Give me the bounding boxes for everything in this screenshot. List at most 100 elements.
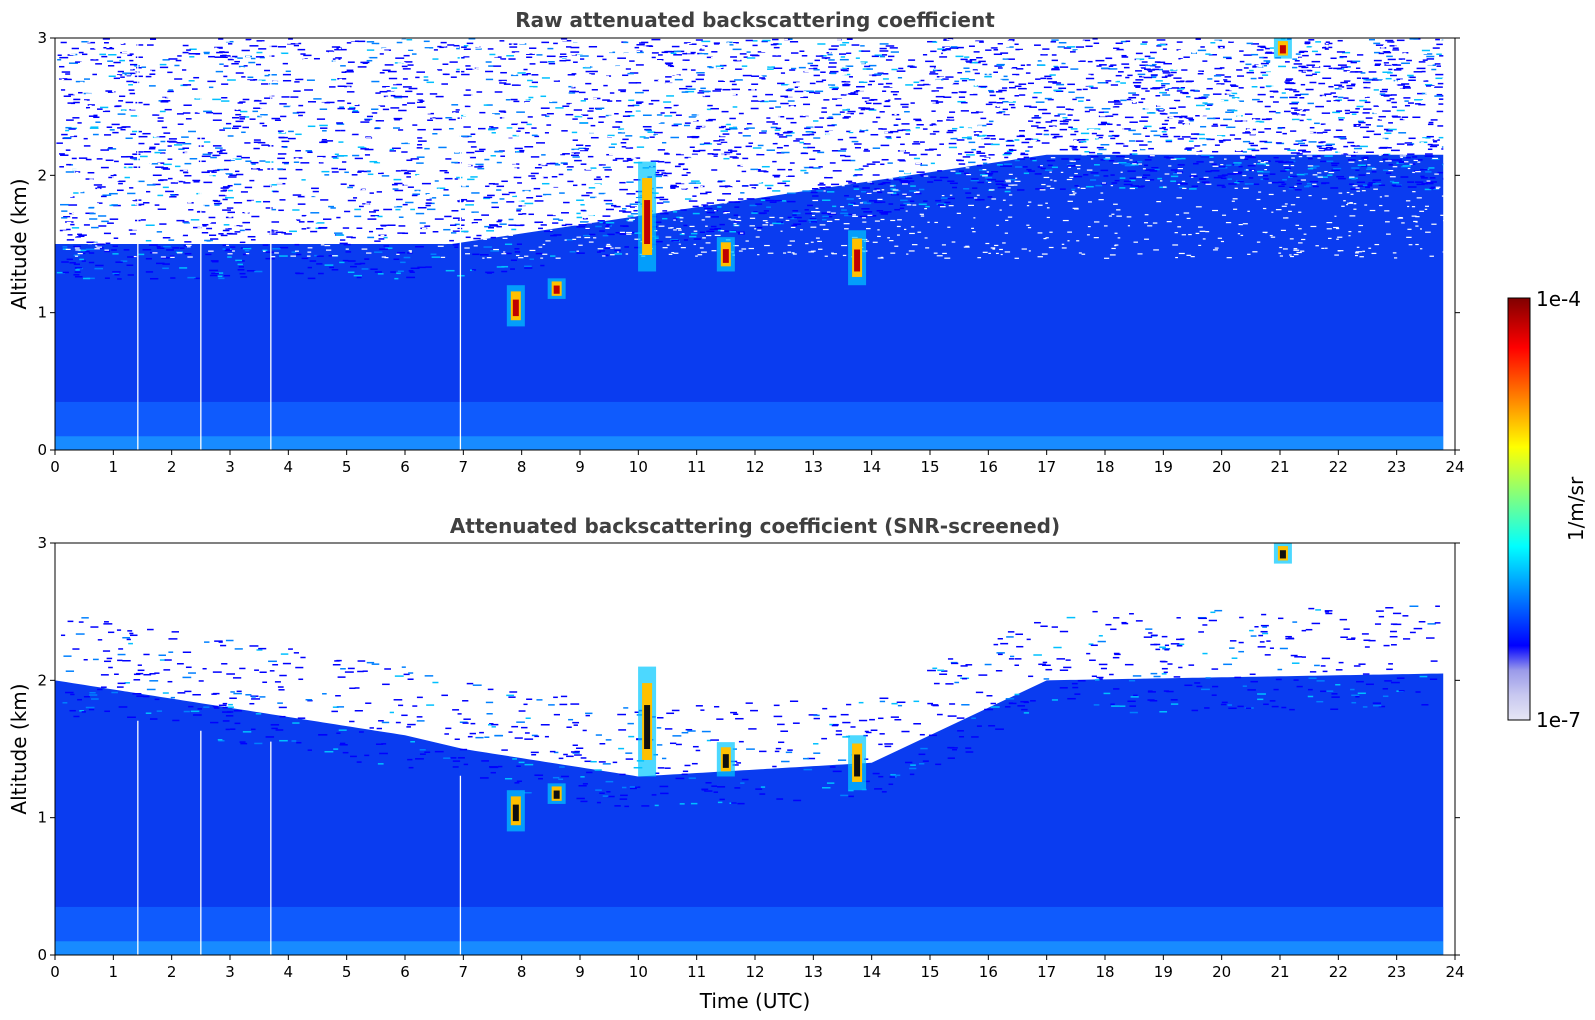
noise-fleck	[517, 175, 521, 177]
speckle	[1208, 53, 1217, 56]
speckle	[1002, 153, 1011, 156]
speckle	[223, 65, 229, 67]
noise-fleck	[341, 55, 346, 57]
speckle	[939, 143, 944, 145]
speckle	[208, 216, 216, 219]
speckle	[417, 106, 426, 108]
noise-fleck	[1217, 41, 1222, 43]
speckle	[1123, 180, 1132, 183]
speckle	[964, 56, 970, 58]
speckle	[540, 107, 550, 109]
speckle	[602, 222, 608, 224]
speckle	[457, 219, 465, 221]
speckle	[604, 254, 609, 257]
noise-fleck	[1368, 48, 1374, 50]
speckle	[767, 66, 776, 68]
speckle	[132, 199, 142, 201]
speckle	[417, 128, 426, 131]
speckle	[982, 63, 988, 66]
speckle	[1396, 109, 1405, 112]
noise-fleck	[820, 77, 823, 79]
noise-fleck	[1271, 108, 1276, 110]
speckle	[602, 166, 611, 169]
speckle	[170, 182, 179, 184]
speckle	[156, 247, 165, 249]
speckle	[61, 210, 68, 212]
noise-fleck	[154, 142, 161, 144]
noise-fleck	[265, 219, 270, 222]
speckle	[1141, 87, 1148, 90]
speckle	[1415, 181, 1424, 183]
noise-fleck	[1177, 44, 1184, 47]
speckle	[819, 117, 825, 119]
speckle	[579, 149, 589, 152]
speckle	[682, 52, 687, 55]
speckle	[1264, 128, 1272, 130]
speckle	[732, 157, 739, 159]
speckle	[699, 231, 706, 233]
noise-fleck	[947, 226, 951, 228]
speckle	[778, 222, 784, 225]
speckle	[725, 123, 731, 126]
speckle	[254, 99, 259, 102]
speckle	[60, 41, 67, 44]
speckle	[1238, 165, 1243, 168]
noise-fleck	[118, 192, 121, 194]
speckle	[546, 124, 552, 126]
speckle	[758, 100, 765, 102]
speckle	[416, 147, 423, 149]
speckle	[81, 252, 86, 255]
speckle	[1021, 141, 1030, 144]
speckle	[395, 170, 401, 172]
speckle	[897, 129, 904, 132]
speckle	[1350, 145, 1356, 147]
noise-fleck	[1321, 146, 1327, 148]
noise-fleck	[1220, 240, 1225, 243]
speckle	[100, 149, 109, 151]
speckle	[468, 38, 476, 40]
speckle	[761, 197, 771, 200]
speckle	[68, 204, 78, 206]
speckle	[129, 187, 134, 189]
speckle	[1003, 163, 1013, 165]
noise-fleck	[116, 54, 120, 57]
speckle	[996, 63, 1005, 66]
speckle	[866, 68, 873, 70]
speckle	[1070, 68, 1079, 70]
speckle	[75, 61, 82, 63]
speckle	[222, 198, 228, 201]
speckle	[1388, 122, 1393, 124]
noise-fleck	[778, 99, 782, 101]
noise-fleck	[518, 83, 521, 85]
noise-fleck	[1110, 185, 1114, 187]
speckle	[576, 226, 586, 228]
speckle	[129, 233, 136, 235]
noise-fleck	[1224, 60, 1228, 62]
noise-fleck	[168, 222, 174, 224]
speckle	[120, 43, 126, 45]
speckle	[293, 44, 300, 47]
speckle	[1392, 49, 1400, 51]
speckle	[1431, 68, 1437, 71]
speckle	[635, 110, 641, 112]
speckle	[1269, 47, 1274, 49]
speckle	[987, 179, 993, 181]
speckle	[1091, 132, 1097, 135]
speckle	[1086, 99, 1091, 101]
speckle	[135, 56, 143, 58]
speckle	[1203, 94, 1210, 96]
speckle	[695, 78, 704, 81]
speckle	[301, 179, 306, 181]
speckle	[1070, 133, 1077, 136]
speckle	[67, 234, 73, 236]
speckle	[1296, 153, 1303, 155]
speckle	[1349, 111, 1359, 114]
speckle	[75, 269, 80, 271]
noise-fleck	[1066, 178, 1073, 181]
speckle	[915, 119, 922, 122]
speckle	[805, 212, 813, 215]
speckle	[228, 233, 238, 235]
speckle	[1436, 110, 1444, 113]
noise-fleck	[935, 67, 941, 69]
speckle	[112, 245, 118, 247]
